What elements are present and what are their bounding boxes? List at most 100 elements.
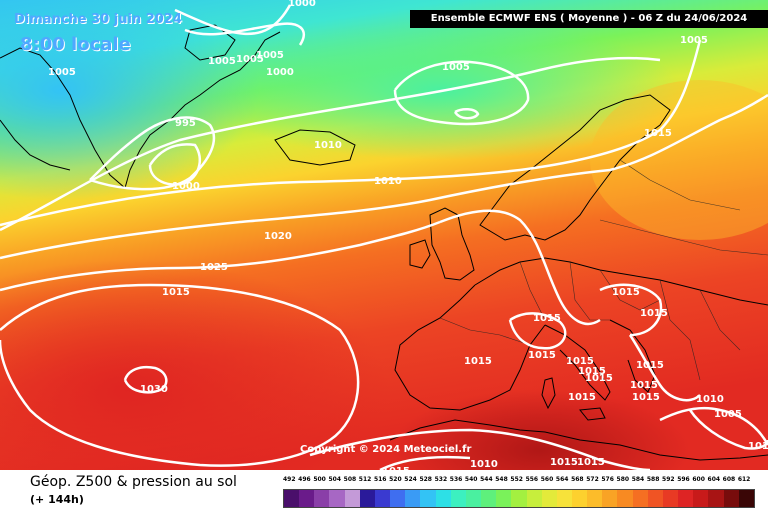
color-scale-label: 572 (586, 476, 599, 483)
color-scale-swatch (390, 490, 406, 507)
color-scale-swatch (647, 490, 663, 507)
color-scale-bar (283, 489, 755, 508)
isobar-label: 1015 (578, 366, 606, 377)
forecast-date: Dimanche 30 juin 2024 (14, 12, 182, 27)
isobar-label: 1015 (585, 373, 613, 384)
isobar-labels: 1000 1005 1005 1005 1005 1000 995 1000 1… (48, 0, 768, 470)
color-scale-swatch (344, 490, 360, 507)
color-scale-swatch (405, 490, 421, 507)
color-scale-label: 496 (298, 476, 311, 483)
color-scale-label: 560 (540, 476, 554, 483)
warm-area-east (590, 80, 768, 240)
color-scale-label: 528 (419, 476, 432, 483)
color-scale-label: 516 (373, 476, 387, 483)
forecast-local-time: 8:00 locale (20, 34, 131, 55)
isobar-label: 1015 (630, 380, 658, 391)
lead-time: (+ 144h) (30, 493, 84, 506)
color-scale-label: 604 (707, 476, 721, 483)
isobar-label: 1015 (577, 457, 605, 468)
color-scale-swatch (435, 490, 451, 507)
color-scale-swatch (541, 490, 557, 507)
color-scale-swatch (556, 490, 572, 507)
color-scale-swatch (693, 490, 709, 507)
color-scale-swatch (662, 490, 679, 507)
color-scale-swatch (374, 490, 391, 507)
color-scale-swatch (571, 490, 588, 507)
color-scale-label: 548 (495, 476, 508, 483)
isobar-label: 995 (175, 118, 196, 129)
isobar-label: 1010 (696, 394, 724, 405)
color-scale-label: 500 (313, 476, 326, 483)
color-scale-swatch (284, 490, 300, 507)
isobar-label: 1015 (632, 392, 660, 403)
isobar-label: 1025 (200, 262, 228, 273)
color-scale-swatch (632, 490, 648, 507)
color-scale-label: 536 (449, 476, 463, 483)
isobar-label: 1010 (314, 140, 342, 151)
isobar-label: 1010 (374, 176, 402, 187)
color-scale-swatch (587, 490, 603, 507)
trough-cold-area (0, 0, 260, 200)
warm-core-mediterranean (390, 390, 690, 470)
color-scale-label: 608 (722, 476, 736, 483)
color-scale-label: 576 (601, 476, 614, 483)
map-canvas: 1000 1005 1005 1005 1005 1000 995 1000 1… (0, 0, 768, 470)
isobar-label: 1015 (528, 350, 556, 361)
color-scale-label: 580 (616, 476, 630, 483)
color-scale-label: 552 (510, 476, 523, 483)
color-scale-label: 584 (631, 476, 645, 483)
color-scale-swatch (708, 490, 724, 507)
isobar-label: 1005 (714, 409, 742, 420)
country-borders (439, 159, 768, 381)
product-title: Géop. Z500 & pression au sol (30, 474, 237, 490)
color-scale-label: 524 (404, 476, 417, 483)
warm-ridge-atlantic (0, 260, 390, 470)
isobar-label: 1020 (264, 231, 292, 242)
color-scale-label: 596 (677, 476, 690, 483)
color-scale-swatch (450, 490, 466, 507)
color-scale-label: 544 (480, 476, 493, 483)
isobar-label: 1005 (256, 50, 284, 61)
color-scale-swatch (314, 490, 330, 507)
color-scale-swatch (738, 490, 754, 507)
color-scale-label: 508 (343, 476, 357, 483)
map-footer: Géop. Z500 & pression au sol (+ 144h) 49… (0, 470, 768, 512)
color-scale-label: 540 (464, 476, 478, 483)
isobar-label: 1015 (162, 287, 190, 298)
color-scale-swatch (511, 490, 527, 507)
color-scale-label: 600 (692, 476, 705, 483)
isobar-label: 1015 (644, 128, 672, 139)
isobar-label: 1015 (566, 356, 594, 367)
color-scale-label: 520 (389, 476, 402, 483)
isobar-label: 1010 (470, 459, 498, 470)
isobar-label: 1005 (208, 56, 236, 67)
color-scale-swatch (617, 490, 633, 507)
color-scale-swatch (465, 490, 482, 507)
isobar-label: 1015 (640, 308, 668, 319)
isobar-label: 1010 (748, 441, 768, 452)
color-scale-label: 592 (662, 476, 675, 483)
color-scale-label: 612 (737, 476, 751, 483)
color-scale-swatch (481, 490, 497, 507)
isobar-label: 1005 (48, 67, 76, 78)
isobar-label: 1015 (568, 392, 596, 403)
model-run-banner: Ensemble ECMWF ENS ( Moyenne ) - 06 Z du… (410, 10, 768, 28)
isobar-label: 1000 (172, 181, 200, 192)
isobar-label: 1005 (680, 35, 708, 46)
isobar-label: 1015 (533, 313, 561, 324)
copyright-notice: Copyright © 2024 Meteociel.fr (300, 444, 472, 455)
color-scale-label: 512 (358, 476, 372, 483)
color-scale-swatch (723, 490, 739, 507)
isobar-label: 1015 (550, 457, 578, 468)
weather-map: 1000 1005 1005 1005 1005 1000 995 1000 1… (0, 0, 768, 470)
color-scale-label: 532 (434, 476, 448, 483)
isobar-label: 1015 (464, 356, 492, 367)
isobar-label: 1005 (442, 62, 470, 73)
color-scale-label: 564 (555, 476, 569, 483)
color-scale-swatch (299, 490, 315, 507)
isobar-label: 1005 (236, 54, 264, 65)
isobars (0, 4, 768, 470)
isobar-label: 1015 (382, 466, 410, 470)
color-scale-swatch (678, 490, 694, 507)
color-scale-label: 588 (646, 476, 660, 483)
